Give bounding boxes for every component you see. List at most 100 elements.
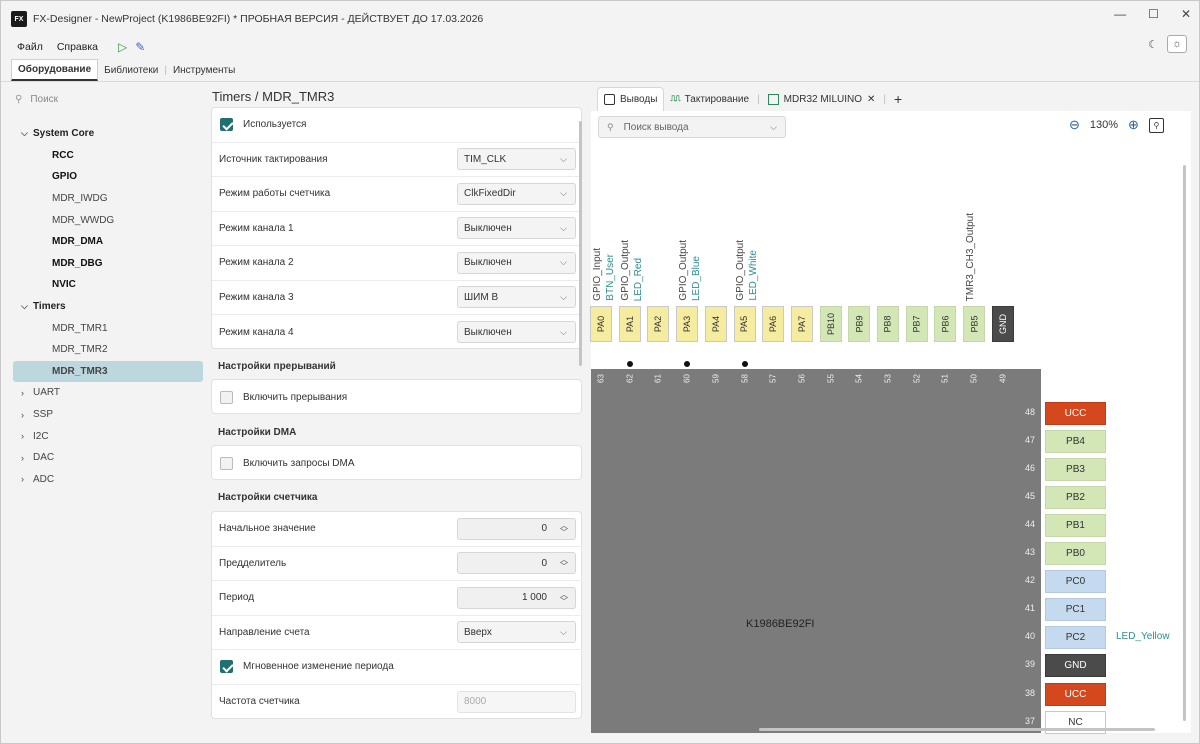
- pin-pa1[interactable]: PA1: [618, 306, 641, 342]
- instant-period-row[interactable]: Мгновенное изменение периода: [212, 650, 583, 685]
- pin-pc2-40[interactable]: PC2: [1045, 626, 1106, 650]
- tree-item-mdr-tmr1[interactable]: MDR_TMR1: [52, 322, 108, 334]
- instant-period-checkbox[interactable]: [220, 660, 233, 674]
- tree-item-mdr-iwdg[interactable]: MDR_IWDG: [52, 193, 108, 205]
- board-icon: [767, 93, 779, 105]
- horizontal-scrollbar[interactable]: [759, 728, 1155, 731]
- tree-item-rcc[interactable]: RCC: [52, 149, 74, 161]
- tree-group-i2c[interactable]: › I2C: [11, 425, 203, 447]
- run-icon[interactable]: ▷: [118, 40, 128, 54]
- stepper-arrows-icon[interactable]: ︿ ﹀: [560, 520, 568, 537]
- tree-item-gpio[interactable]: GPIO: [52, 171, 78, 183]
- menu-help[interactable]: Справка: [56, 41, 99, 53]
- pin-pb5[interactable]: PB5: [963, 306, 986, 342]
- used-row[interactable]: Используется: [212, 108, 583, 143]
- close-button[interactable]: ✕: [1180, 7, 1191, 21]
- pin-gnd[interactable]: GND: [991, 306, 1014, 342]
- pin-pb1-44[interactable]: PB1: [1045, 514, 1106, 538]
- pin-pc0-42[interactable]: PC0: [1045, 570, 1106, 594]
- pin-pb7[interactable]: PB7: [905, 306, 928, 342]
- minimize-button[interactable]: —: [1114, 7, 1127, 21]
- pin-pa7[interactable]: PA7: [790, 306, 813, 342]
- form-scrollbar[interactable]: [579, 121, 582, 366]
- tree-group-label: System Core: [33, 128, 95, 140]
- clock-source-select[interactable]: TIM_CLK ⌵: [457, 148, 576, 171]
- breadcrumb-parent[interactable]: Timers: [212, 89, 252, 104]
- zoom-out-icon[interactable]: ⊖: [1069, 117, 1080, 132]
- tab-libraries[interactable]: Библиотеки: [104, 64, 159, 76]
- pin-gnd-39[interactable]: GND: [1045, 654, 1106, 678]
- tree-item-mdr-tmr2[interactable]: MDR_TMR2: [52, 344, 108, 356]
- pin-pb3-46[interactable]: PB3: [1045, 458, 1106, 482]
- tree-group-uart[interactable]: › UART: [11, 382, 203, 404]
- pin-pa5[interactable]: PA5: [733, 306, 756, 342]
- sidebar-search-input[interactable]: ⚲ Поиск: [15, 89, 195, 109]
- pin-pb8[interactable]: PB8: [877, 306, 899, 342]
- pin-pb2-45[interactable]: PB2: [1045, 486, 1106, 510]
- pin-pa4[interactable]: PA4: [704, 306, 727, 342]
- used-checkbox[interactable]: [220, 118, 233, 132]
- maximize-button[interactable]: ☐: [1148, 7, 1159, 21]
- zoom-in-icon[interactable]: ⊕: [1128, 117, 1139, 132]
- pin-search-select[interactable]: ⚲ Поиск вывода ⌵: [598, 116, 786, 138]
- edit-pencil-icon[interactable]: ✎: [135, 40, 146, 54]
- pin-nc-37[interactable]: NC: [1045, 710, 1106, 734]
- channel4-select[interactable]: Выключен ⌵: [457, 321, 576, 344]
- pin-pb9[interactable]: PB9: [848, 306, 871, 342]
- interrupts-checkbox[interactable]: [220, 390, 233, 404]
- tree-group-label: SSP: [33, 409, 54, 421]
- stepper-arrows-icon[interactable]: ︿ ﹀: [560, 555, 568, 572]
- channel1-select[interactable]: Выключен ⌵: [457, 217, 576, 240]
- tree-item-mdr-tmr3[interactable]: MDR_TMR3: [13, 360, 203, 383]
- period-spinbox[interactable]: 1 000 ︿ ﹀: [457, 586, 576, 609]
- pin-number: 38: [1024, 687, 1035, 698]
- prescaler-spinbox[interactable]: 0 ︿ ﹀: [457, 552, 576, 575]
- tree-group-adc[interactable]: › ADC: [11, 469, 203, 491]
- dma-row[interactable]: Включить запросы DMA: [212, 446, 583, 481]
- tree-item-nvic[interactable]: NVIC: [52, 279, 76, 291]
- pin-ucc-38[interactable]: UCC: [1045, 682, 1106, 706]
- frequency-input[interactable]: 8000: [457, 690, 576, 713]
- pin-pa2[interactable]: PA2: [647, 306, 670, 342]
- pin-pb6[interactable]: PB6: [934, 306, 957, 342]
- tree-group-timers[interactable]: ⌵ Timers: [11, 296, 203, 318]
- tab-board[interactable]: MDR32 MILUINO ✕: [762, 87, 882, 111]
- tree-group-dac[interactable]: › DAC: [11, 447, 203, 469]
- tree-item-mdr-dma[interactable]: MDR_DMA: [52, 236, 104, 248]
- tab-tools[interactable]: Инструменты: [172, 64, 236, 76]
- pin-pc1-41[interactable]: PC1: [1045, 598, 1106, 622]
- stepper-arrows-icon[interactable]: ︿ ﹀: [560, 589, 568, 606]
- period-row: Период 1 000 ︿ ﹀: [212, 581, 583, 616]
- tab-pins[interactable]: Выводы: [597, 87, 665, 111]
- light-theme-sun-icon[interactable]: ☼: [1167, 35, 1187, 53]
- pin-ucc-48[interactable]: UCC: [1045, 402, 1106, 425]
- mcu-chip-body[interactable]: [591, 369, 1041, 733]
- interrupts-row[interactable]: Включить прерывания: [212, 380, 583, 415]
- tree-group-ssp[interactable]: › SSP: [11, 404, 203, 426]
- menu-file[interactable]: Файл: [17, 41, 43, 53]
- direction-select[interactable]: Вверх ⌵: [457, 621, 576, 644]
- dark-theme-moon-icon[interactable]: ☾: [1148, 38, 1158, 51]
- vertical-scrollbar[interactable]: [1183, 165, 1186, 721]
- channel3-select[interactable]: ШИМ В ⌵: [457, 286, 576, 309]
- close-icon[interactable]: ✕: [867, 93, 876, 105]
- pin-pa3[interactable]: PA3: [676, 306, 699, 342]
- pin-pa6[interactable]: PA6: [762, 306, 785, 342]
- tree-item-mdr-wwdg[interactable]: MDR_WWDG: [52, 214, 115, 226]
- tree-group-system-core[interactable]: ⌵ System Core: [11, 123, 203, 145]
- counter-mode-select[interactable]: ClkFixedDir ⌵: [457, 182, 576, 205]
- initial-value-spinbox[interactable]: 0 ︿ ﹀: [457, 517, 576, 540]
- tab-hardware[interactable]: Оборудование: [11, 59, 99, 81]
- pin-pa0[interactable]: PA0: [590, 306, 612, 342]
- pin-pb0-43[interactable]: PB0: [1045, 542, 1106, 566]
- tab-label: Тактирование: [684, 93, 750, 105]
- channel2-select[interactable]: Выключен ⌵: [457, 251, 576, 274]
- tab-clock[interactable]: ⎍⎍ Тактирование: [664, 87, 755, 111]
- tree-item-mdr-dbg[interactable]: MDR_DBG: [52, 257, 103, 269]
- pin-pb4-47[interactable]: PB4: [1045, 430, 1106, 454]
- dma-checkbox[interactable]: [220, 456, 233, 470]
- pin-pb10[interactable]: PB10: [819, 306, 842, 342]
- zoom-fit-icon[interactable]: ⚲: [1148, 117, 1164, 133]
- add-tab-button[interactable]: +: [888, 87, 908, 111]
- prescaler-row: Предделитель 0 ︿ ﹀: [212, 547, 583, 581]
